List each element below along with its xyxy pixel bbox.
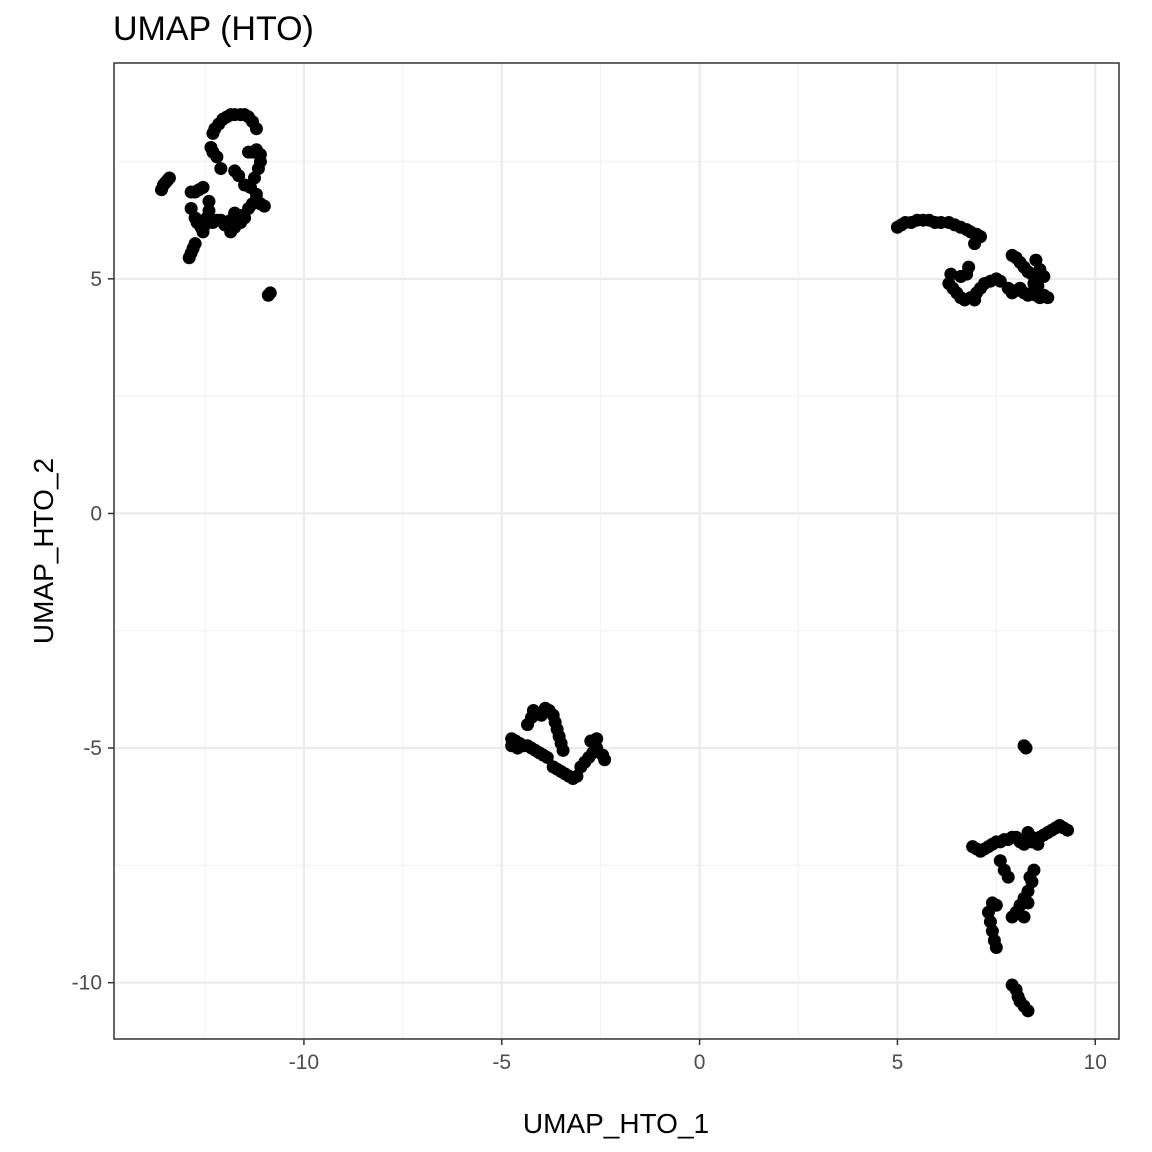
data-point [214,162,228,176]
x-axis-ticks: -10 -5 0 5 10 [289,1039,1107,1074]
data-point [1021,1004,1035,1018]
data-point [511,741,525,755]
data-point [1037,270,1051,283]
x-tick-label: 5 [892,1051,904,1074]
chart-title: UMAP (HTO) [113,10,314,48]
data-point [1041,291,1055,305]
data-point [257,199,271,213]
data-point [540,750,554,764]
data-point [238,178,252,192]
x-tick-label: 10 [1084,1051,1107,1074]
data-point [556,743,570,757]
data-point [232,169,246,183]
data-point [989,898,1003,912]
data-point [1061,823,1075,837]
data-point [1017,910,1031,924]
data-point [1001,870,1015,884]
data-point [263,286,277,300]
data-point [249,122,263,136]
data-point [962,260,976,274]
data-point [202,194,216,208]
data-point [1021,896,1035,910]
y-axis-ticks: -10 -5 0 5 [72,268,114,995]
data-point [590,732,604,746]
data-point [234,216,248,230]
y-tick-label: 5 [90,268,102,291]
data-point [1031,837,1045,851]
x-axis-title: UMAP_HTO_1 [523,1108,709,1139]
x-tick-label: -5 [492,1051,511,1074]
data-point [1019,741,1033,755]
y-tick-label: -5 [83,737,102,760]
data-point [968,237,982,251]
data-point [944,267,958,281]
data-point [1031,279,1045,293]
x-tick-label: -10 [289,1051,319,1074]
panel-border [113,62,1120,1040]
data-point [598,753,612,767]
minor-gridlines [114,63,1119,1039]
y-tick-label: -10 [72,972,102,995]
data-point [202,204,216,218]
data-point [196,180,210,194]
data-point [249,187,263,201]
data-point [188,237,202,251]
data-point [162,171,176,185]
y-axis-title: UMAP_HTO_2 [28,458,59,644]
data-point [1023,870,1037,884]
data-point [968,293,982,307]
data-points [154,108,1075,1018]
data-point [210,150,224,164]
x-tick-label: 0 [694,1051,706,1074]
y-tick-label: 0 [90,502,102,525]
data-point [989,941,1003,954]
